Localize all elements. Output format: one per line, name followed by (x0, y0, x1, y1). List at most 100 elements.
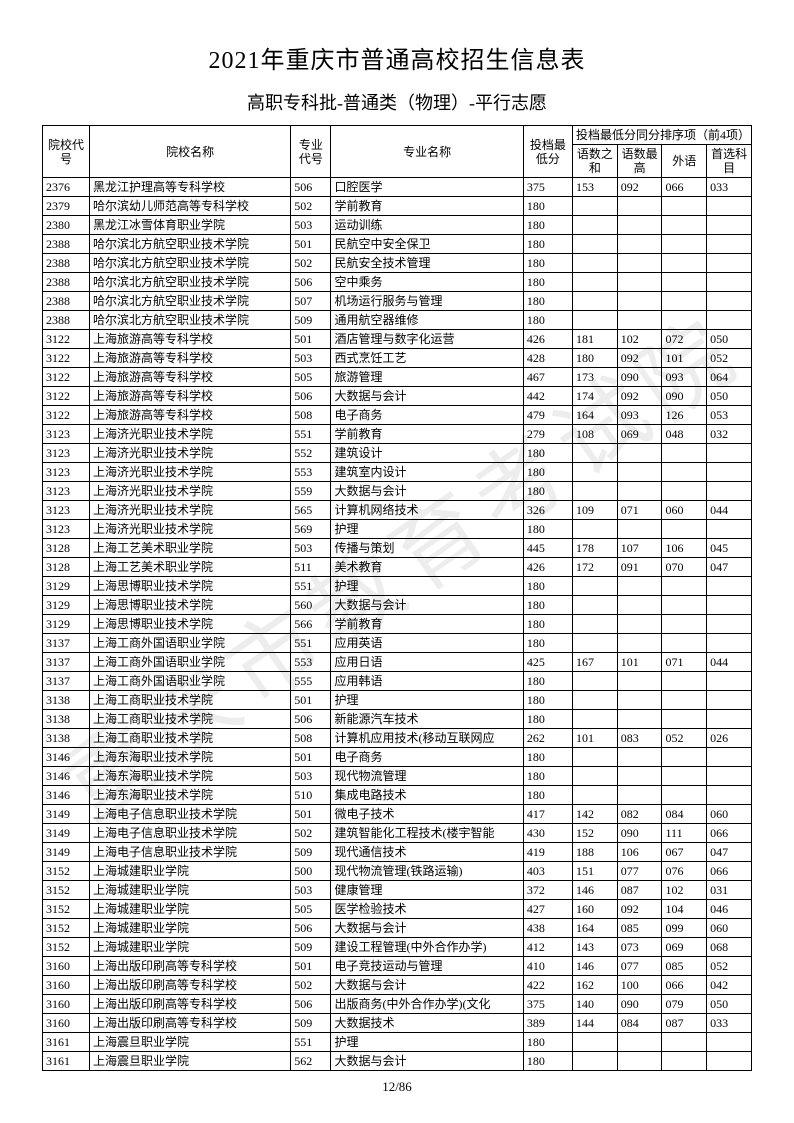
table-cell (662, 216, 707, 235)
table-cell (707, 1052, 752, 1071)
table-cell: 047 (707, 558, 752, 577)
table-row: 3122上海旅游高等专科学校505旅游管理467173090093064 (43, 368, 752, 387)
table-cell: 运动训练 (331, 216, 523, 235)
table-cell: 412 (523, 938, 572, 957)
table-cell: 民航空中安全保卫 (331, 235, 523, 254)
table-cell (617, 311, 662, 330)
table-cell: 上海工商职业技术学院 (89, 729, 290, 748)
table-cell: 502 (291, 824, 331, 843)
table-cell: 500 (291, 862, 331, 881)
table-cell: 501 (291, 235, 331, 254)
table-cell: 3128 (43, 558, 90, 577)
table-cell: 562 (291, 1052, 331, 1071)
table-cell: 101 (573, 729, 618, 748)
table-cell: 082 (617, 805, 662, 824)
table-row: 3122上海旅游高等专科学校501酒店管理与数字化运营4261811020720… (43, 330, 752, 349)
table-cell: 160 (573, 900, 618, 919)
table-cell (573, 748, 618, 767)
table-cell: 090 (662, 387, 707, 406)
table-cell: 3152 (43, 881, 90, 900)
table-cell: 108 (573, 425, 618, 444)
table-cell: 建筑智能化工程技术(楼宇智能 (331, 824, 523, 843)
table-cell: 085 (662, 957, 707, 976)
table-cell: 151 (573, 862, 618, 881)
table-cell: 180 (523, 691, 572, 710)
table-cell: 2388 (43, 292, 90, 311)
table-cell: 2388 (43, 273, 90, 292)
table-cell (573, 254, 618, 273)
table-row: 3122上海旅游高等专科学校508电子商务479164093126053 (43, 406, 752, 425)
table-cell: 3146 (43, 748, 90, 767)
table-cell: 上海震旦职业学院 (89, 1052, 290, 1071)
table-cell: 上海旅游高等专科学校 (89, 387, 290, 406)
table-cell: 2388 (43, 311, 90, 330)
table-cell: 510 (291, 786, 331, 805)
table-cell (662, 292, 707, 311)
table-cell: 哈尔滨北方航空职业技术学院 (89, 273, 290, 292)
table-cell: 164 (573, 919, 618, 938)
table-cell: 438 (523, 919, 572, 938)
table-cell: 047 (707, 843, 752, 862)
table-cell: 上海城建职业学院 (89, 938, 290, 957)
table-cell: 2376 (43, 178, 90, 197)
table-cell (707, 710, 752, 729)
table-cell: 425 (523, 653, 572, 672)
table-cell: 102 (662, 881, 707, 900)
table-cell: 551 (291, 425, 331, 444)
table-cell: 079 (662, 995, 707, 1014)
table-cell: 419 (523, 843, 572, 862)
table-cell: 180 (523, 596, 572, 615)
table-cell (617, 767, 662, 786)
table-cell: 104 (662, 900, 707, 919)
table-cell (573, 216, 618, 235)
table-cell: 电子商务 (331, 748, 523, 767)
table-cell: 3160 (43, 957, 90, 976)
table-cell: 上海震旦职业学院 (89, 1033, 290, 1052)
table-cell (573, 235, 618, 254)
table-cell: 064 (707, 368, 752, 387)
table-cell: 大数据与会计 (331, 976, 523, 995)
table-cell: 085 (617, 919, 662, 938)
table-cell: 3152 (43, 938, 90, 957)
table-cell: 060 (662, 501, 707, 520)
table-row: 3138上海工商职业技术学院501护理180 (43, 691, 752, 710)
table-cell: 503 (291, 881, 331, 900)
table-row: 3149上海电子信息职业技术学院509现代通信技术419188106067047 (43, 843, 752, 862)
table-cell: 102 (617, 330, 662, 349)
table-cell: 553 (291, 463, 331, 482)
table-cell (573, 444, 618, 463)
table-cell (573, 710, 618, 729)
table-cell: 电子竞技运动与管理 (331, 957, 523, 976)
table-cell: 3122 (43, 406, 90, 425)
table-cell (707, 311, 752, 330)
table-cell: 126 (662, 406, 707, 425)
table-cell: 旅游管理 (331, 368, 523, 387)
header-tiebreak-group: 投档最低分同分排序项（前4项） (573, 126, 752, 145)
table-cell: 180 (523, 634, 572, 653)
table-cell: 上海济光职业技术学院 (89, 463, 290, 482)
table-cell: 上海工商外国语职业学院 (89, 634, 290, 653)
table-cell: 146 (573, 881, 618, 900)
table-cell: 502 (291, 197, 331, 216)
table-cell (707, 463, 752, 482)
table-cell: 445 (523, 539, 572, 558)
table-cell: 上海工艺美术职业学院 (89, 558, 290, 577)
table-cell (617, 596, 662, 615)
table-cell: 上海电子信息职业技术学院 (89, 843, 290, 862)
table-cell: 551 (291, 577, 331, 596)
table-cell (573, 273, 618, 292)
table-cell: 出版商务(中外合作办学)(文化 (331, 995, 523, 1014)
table-cell: 403 (523, 862, 572, 881)
table-cell: 087 (662, 1014, 707, 1033)
table-cell: 509 (291, 311, 331, 330)
table-cell: 上海东海职业技术学院 (89, 786, 290, 805)
table-cell: 099 (662, 919, 707, 938)
table-cell: 空中乘务 (331, 273, 523, 292)
table-cell: 262 (523, 729, 572, 748)
table-cell: 3138 (43, 710, 90, 729)
table-cell: 西式烹饪工艺 (331, 349, 523, 368)
page-number: 12/86 (42, 1079, 752, 1095)
table-row: 3146上海东海职业技术学院503现代物流管理180 (43, 767, 752, 786)
table-cell (573, 596, 618, 615)
table-cell: 506 (291, 273, 331, 292)
